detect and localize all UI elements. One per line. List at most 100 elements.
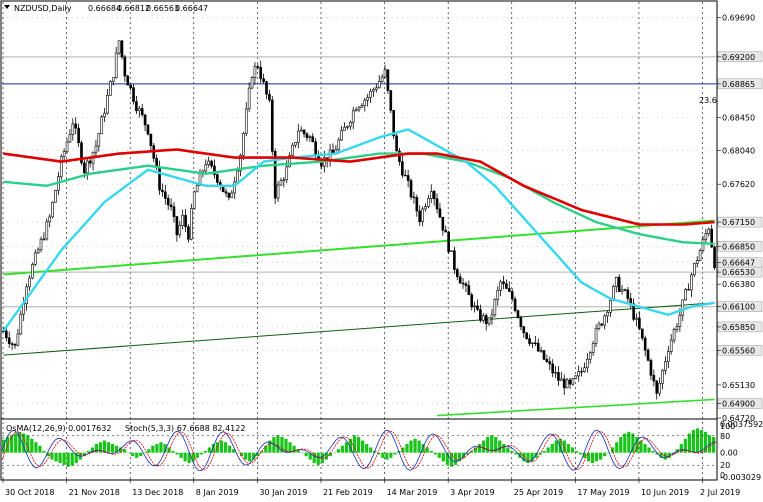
candle-body [33,252,37,265]
candle-body [499,281,502,291]
price-axis: 0.69690 0.69200 0.68865 0.68450 0.68040 0.676… [717,13,763,482]
moving-averages [2,128,715,332]
candle-body [207,160,210,165]
trend-lines [3,219,715,417]
candle-body [192,191,196,209]
candle-body [669,339,673,352]
osma-bar [461,452,466,458]
candle-body [687,288,690,291]
osma-bar [651,450,655,453]
candle-body [346,125,349,128]
osma-bar [288,442,292,453]
candle-body [609,300,612,313]
osma-bar [623,433,627,453]
candle-body [591,342,595,353]
osma-bar [131,452,135,457]
candle-body [678,314,682,327]
candle-body [441,216,445,231]
osma-bar [643,443,647,453]
osma-bar [135,452,139,458]
osma-bar [381,452,385,458]
candle-body [349,121,352,127]
osma-bar [46,452,50,457]
osma-bar [441,452,445,462]
osma-bar [127,452,131,454]
candle-body [279,180,283,186]
price-tick-label: 0.65130 [722,381,755,390]
osma-bar [498,440,502,453]
osma-bar [409,440,413,453]
osma-bar [328,452,332,457]
candle-body [68,134,72,143]
candle-body [282,179,286,181]
candle-body [455,269,459,278]
candle-body [250,77,254,89]
osma-bar [248,452,252,462]
osma-bar [332,452,337,454]
osma-bar [465,452,470,455]
osma-bar [417,440,421,453]
oscillator-tick-label: -0.003029 [720,473,761,482]
osma-bar [510,450,514,453]
candle-body [59,156,63,178]
candle-body [178,225,182,236]
candle-body [164,191,167,199]
candle-body [603,315,607,326]
candle-body [262,78,265,83]
candle-body [221,186,225,193]
fib-label: 23.6 [699,96,717,105]
candle-body [655,380,659,394]
osma-bar [231,449,236,453]
osma-bar [518,452,522,458]
osma-bar [599,452,603,460]
candle-body [88,160,92,164]
candle-body [461,282,465,285]
candle-body [661,370,664,384]
candle-body [377,81,381,89]
osma-bar [159,442,163,453]
candle-body [672,329,676,341]
price-tick-label: 0.69690 [722,13,755,22]
osma-bar [478,443,482,453]
candle-body [230,192,234,198]
price-tick-label: 0.68450 [722,113,755,122]
osma-bar [106,442,111,453]
osma-bar [179,452,183,458]
candle-body [106,95,109,114]
candle-body [111,77,115,82]
osma-bar [14,433,18,453]
candle-body [294,142,297,146]
candle-body [626,289,630,299]
candle-body [490,314,494,319]
price-tick-label: 0.66850 [722,242,755,251]
candle-body [114,52,118,78]
price-tick-label: 0.64720 [722,414,755,423]
price-tick-label: 0.65850 [722,323,755,332]
osma-bar [413,438,417,453]
osma-bar [316,452,320,465]
osma-bar [574,450,579,453]
candle-body [42,238,46,241]
osma-bar [611,447,615,453]
candle-body [288,155,291,168]
price-tick-label: 0.66380 [722,280,755,289]
candle-body [487,317,491,324]
candle-body [614,276,618,287]
candle-body [409,180,413,198]
osma-bar [659,452,663,458]
candle-body [704,233,708,240]
osma-bar [118,447,123,453]
oscillator-tick-label: 100 [720,422,735,431]
osma-bar [195,452,199,458]
candle-body [305,133,309,138]
osma-bar [490,435,494,453]
osma-bar [603,452,607,457]
osma-bar [425,447,429,453]
osma-bar [147,449,151,453]
price-tick-label: 0.66530 [722,268,755,277]
osma-bar [211,443,215,453]
dropdown-triangle-icon[interactable] [4,5,10,9]
osma-bar [502,443,506,453]
osma-bar [494,437,498,453]
candle-body [5,330,8,339]
